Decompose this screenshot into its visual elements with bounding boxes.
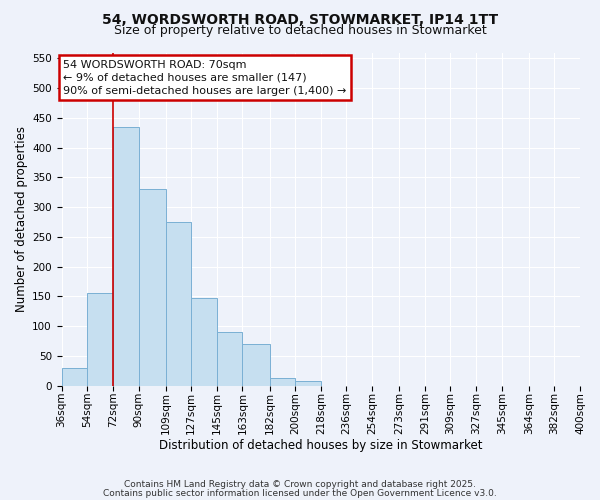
Bar xyxy=(191,298,217,386)
Y-axis label: Number of detached properties: Number of detached properties xyxy=(15,126,28,312)
Bar xyxy=(295,381,321,386)
Text: Contains public sector information licensed under the Open Government Licence v3: Contains public sector information licen… xyxy=(103,488,497,498)
Bar xyxy=(113,127,139,386)
Text: 54 WORDSWORTH ROAD: 70sqm
← 9% of detached houses are smaller (147)
90% of semi-: 54 WORDSWORTH ROAD: 70sqm ← 9% of detach… xyxy=(63,60,346,96)
Bar xyxy=(87,294,113,386)
Text: Size of property relative to detached houses in Stowmarket: Size of property relative to detached ho… xyxy=(113,24,487,37)
Bar xyxy=(269,378,295,386)
Bar xyxy=(217,332,242,386)
Bar xyxy=(242,344,269,386)
Bar xyxy=(166,222,191,386)
Text: Contains HM Land Registry data © Crown copyright and database right 2025.: Contains HM Land Registry data © Crown c… xyxy=(124,480,476,489)
X-axis label: Distribution of detached houses by size in Stowmarket: Distribution of detached houses by size … xyxy=(159,440,482,452)
Text: 54, WORDSWORTH ROAD, STOWMARKET, IP14 1TT: 54, WORDSWORTH ROAD, STOWMARKET, IP14 1T… xyxy=(102,12,498,26)
Bar xyxy=(139,190,166,386)
Bar xyxy=(62,368,87,386)
